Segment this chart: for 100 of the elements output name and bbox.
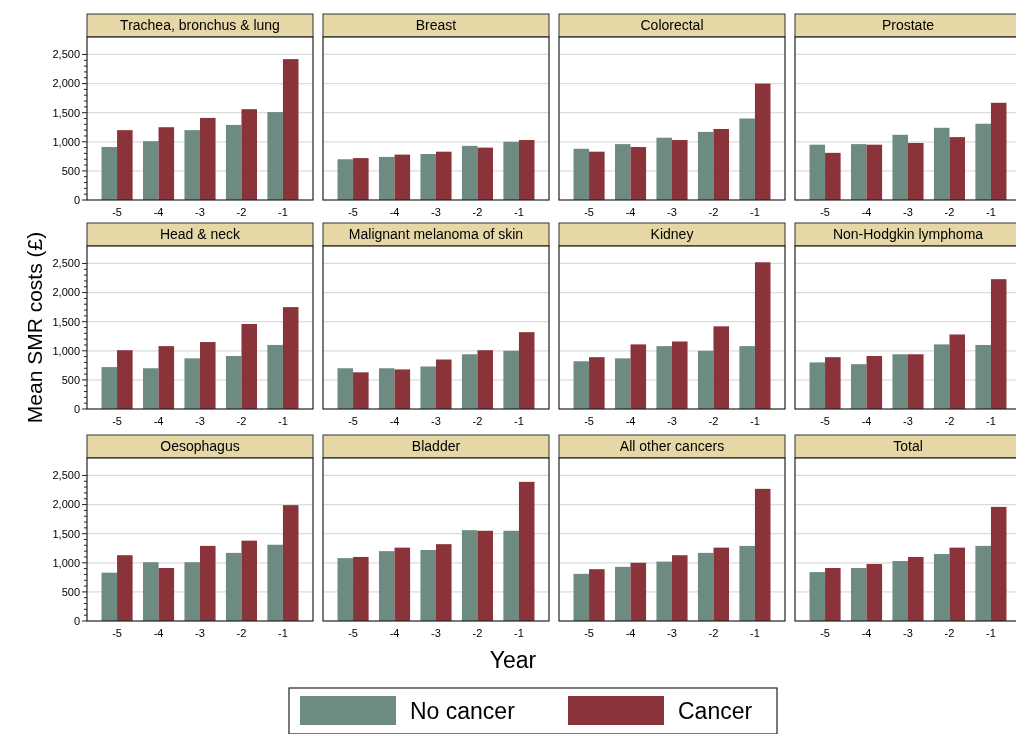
y-tick-label: 2,000 (52, 286, 80, 299)
x-tick-label: -3 (431, 206, 441, 218)
bar (713, 326, 730, 409)
bar (754, 83, 771, 200)
x-tick-label: -5 (820, 415, 830, 427)
bar (892, 354, 908, 409)
bar (394, 154, 411, 200)
y-tick-label: 2,500 (52, 257, 80, 270)
x-tick-label: -2 (472, 415, 483, 427)
x-tick-label: -1 (750, 627, 760, 639)
bar (739, 118, 755, 200)
bar (866, 563, 883, 621)
x-tick-label: -2 (944, 206, 955, 218)
x-tick-label: -3 (667, 415, 677, 427)
bar (672, 341, 688, 409)
bar (866, 356, 883, 409)
x-tick-label: -5 (820, 206, 830, 218)
bar (267, 344, 283, 409)
bar (225, 552, 242, 621)
bar (436, 544, 452, 621)
bar (142, 141, 159, 200)
bar (573, 361, 590, 409)
x-tick-label: -5 (348, 627, 358, 639)
bar (420, 366, 436, 409)
x-tick-label: -2 (708, 206, 719, 218)
x-tick-label: -2 (944, 627, 955, 639)
y-tick-label: 2,000 (52, 77, 80, 90)
y-tick-label: 1,000 (52, 135, 80, 148)
bar (225, 356, 242, 409)
x-tick-label: -5 (584, 206, 594, 218)
y-tick-label: 500 (61, 585, 80, 598)
bar (267, 112, 283, 200)
x-tick-label: -5 (820, 627, 830, 639)
bar (353, 158, 369, 200)
bar (353, 556, 369, 621)
bar (142, 562, 159, 621)
x-tick-label: -3 (195, 627, 205, 639)
bar (282, 505, 299, 621)
chart-title: Oesophagus (160, 438, 240, 455)
bar (282, 307, 299, 409)
bar (461, 145, 478, 200)
y-tick-label: 1,000 (52, 556, 80, 569)
bar (908, 142, 924, 200)
y-tick-label: 1,000 (52, 344, 80, 357)
y-tick-label: 1,500 (52, 106, 80, 119)
chart-title: Breast (415, 17, 457, 34)
x-tick-label: -3 (431, 627, 441, 639)
x-axis-title: Year (489, 647, 537, 673)
x-tick-label: -4 (389, 627, 400, 639)
bar (614, 566, 631, 621)
bar (908, 556, 924, 621)
bar (477, 530, 494, 621)
bar (461, 530, 478, 621)
x-tick-label: -3 (667, 206, 677, 218)
bar (337, 558, 354, 621)
y-axis-title: Mean SMR costs (£) (23, 231, 46, 424)
bar (241, 324, 258, 409)
x-tick-label: -2 (472, 206, 483, 218)
x-tick-label: -4 (153, 206, 164, 218)
bar (503, 530, 519, 621)
bar (975, 123, 991, 200)
bar (630, 344, 647, 409)
bar (158, 568, 175, 621)
bar (656, 561, 672, 621)
bar (739, 545, 755, 621)
bar (949, 547, 966, 621)
y-tick-label: 500 (61, 373, 80, 386)
bar (158, 346, 175, 409)
y-tick-label: 1,500 (52, 315, 80, 328)
bar (892, 134, 908, 200)
bar (589, 151, 605, 200)
bar (866, 144, 883, 200)
x-tick-label: -2 (944, 415, 955, 427)
bar (630, 562, 647, 621)
chart-title: Kidney (650, 226, 694, 243)
bar (518, 332, 535, 409)
chart-title: Total (893, 438, 923, 455)
chart-title: Bladder (411, 438, 461, 455)
x-tick-label: -3 (195, 415, 205, 427)
bar (656, 137, 672, 200)
bar (477, 350, 494, 409)
bar (697, 552, 714, 621)
bar (933, 127, 950, 200)
bar (117, 130, 133, 200)
bar (337, 368, 354, 409)
bar (614, 144, 631, 200)
bar (697, 350, 714, 409)
x-tick-label: -5 (584, 415, 594, 427)
bar (241, 109, 258, 200)
chart-title: Colorectal (640, 17, 704, 34)
bar (503, 141, 519, 200)
bar (850, 144, 867, 200)
bar (825, 357, 841, 409)
bar (394, 369, 411, 409)
y-tick-label: 0 (73, 614, 80, 627)
x-tick-label: -3 (195, 206, 205, 218)
bar (933, 554, 950, 621)
y-tick-label: 2,500 (52, 48, 80, 61)
x-tick-label: -5 (348, 415, 358, 427)
bar (158, 127, 175, 200)
